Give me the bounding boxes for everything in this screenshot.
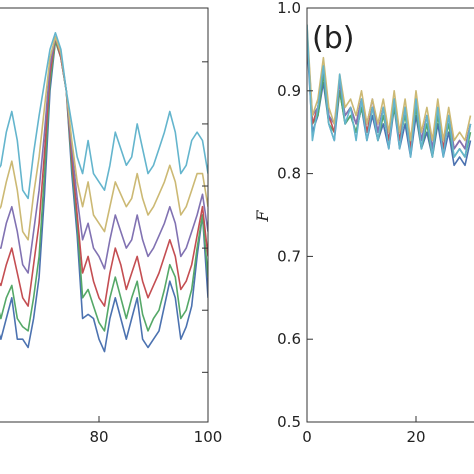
y-tick-label: 0.7 [277,247,301,265]
x-tick-label: 20 [406,428,425,446]
right-panel-letter-label: (b) [312,21,354,56]
right-chart-panel: 0 20 0.5 0.6 0.7 0.8 0.9 1.0 [277,0,474,446]
series-line-5 [0,36,208,241]
y-tick-label: 0.6 [277,330,301,348]
series-group [0,31,208,353]
series-line-6 [307,24,472,158]
series-line-6 [0,31,208,200]
axes-frame [306,7,474,423]
x-tick-label: 0 [302,428,312,446]
y-tick-label: 0.8 [277,165,301,183]
x-tick-label: 80 [89,428,108,446]
y-tick-label: 1.0 [277,0,301,17]
series-group [307,24,472,167]
series-line-2 [0,40,208,332]
x-tick-label: 100 [194,428,223,446]
series-line-4 [0,36,208,274]
series-line-3 [0,36,208,307]
right-y-axis-label: F [253,210,272,223]
y-tick-label: 0.5 [277,413,301,431]
series-line-1 [0,40,208,353]
left-chart-panel: 80 100 [0,7,223,446]
series-line-5 [307,24,472,142]
y-tick-label: 0.9 [277,82,301,100]
